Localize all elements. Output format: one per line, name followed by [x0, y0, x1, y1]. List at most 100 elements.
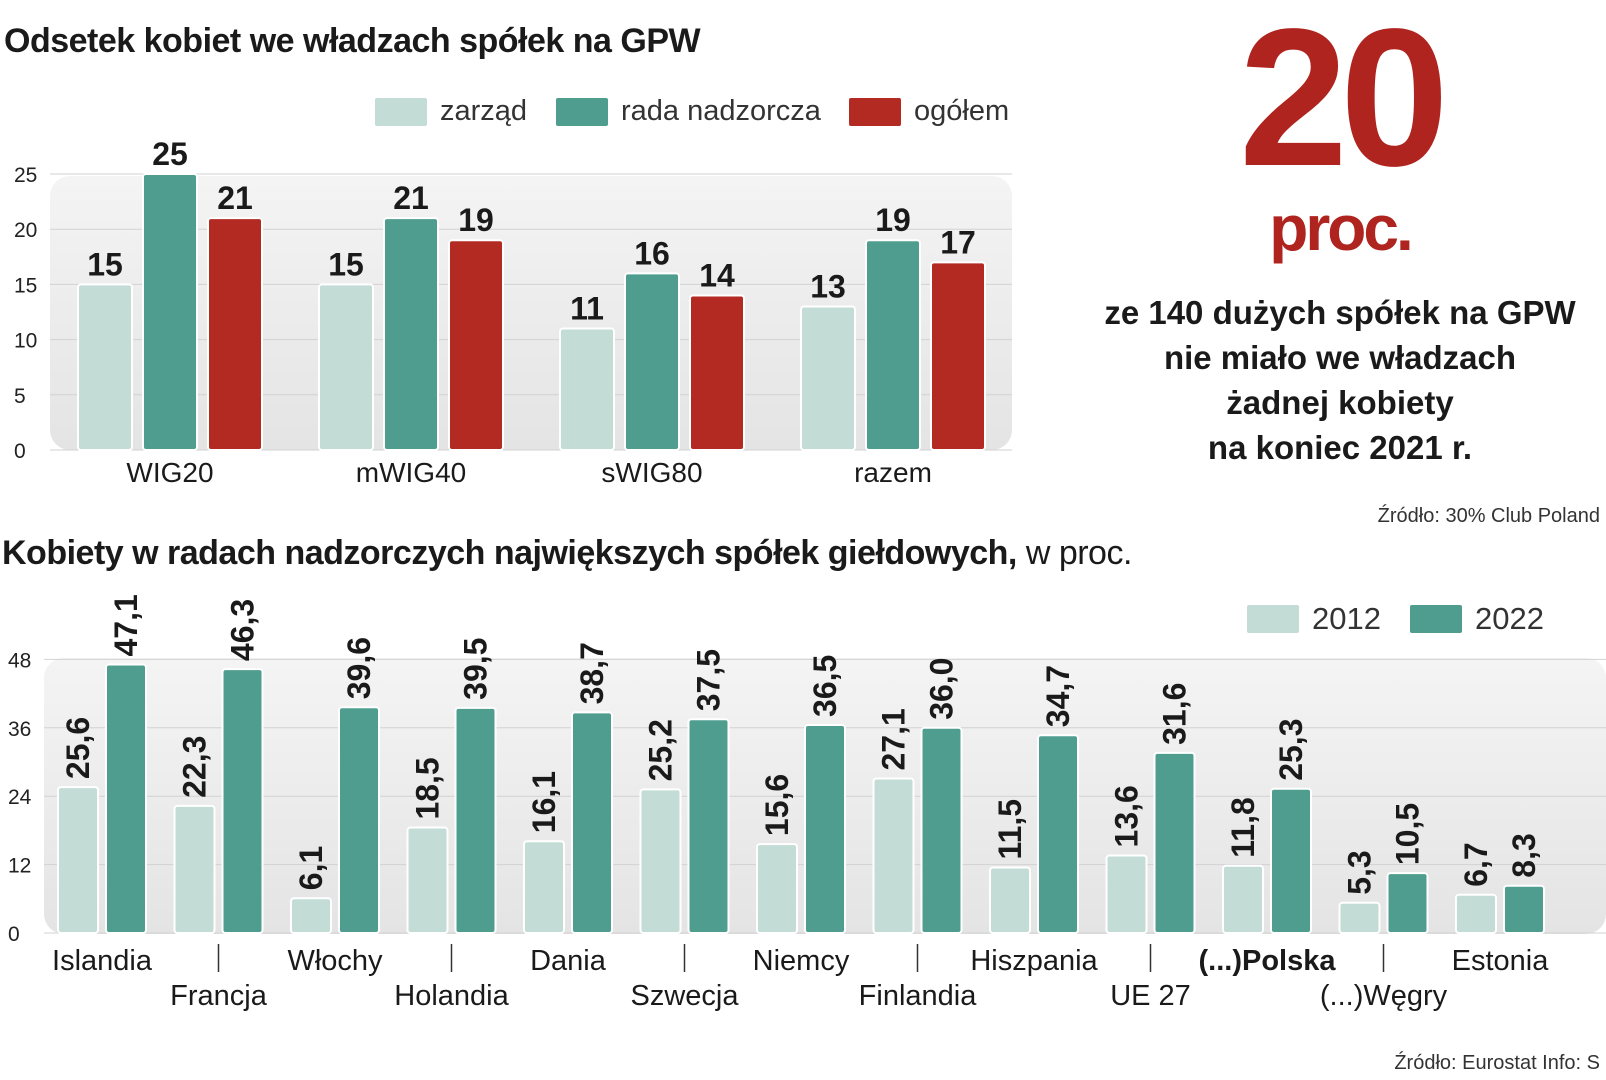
highlight-line: ze 140 dużych spółek na GPW: [1104, 294, 1576, 331]
data-label: 15: [328, 246, 364, 282]
legend-label: 2022: [1475, 601, 1544, 636]
data-label: 38,7: [574, 642, 610, 704]
data-label: 31,6: [1157, 683, 1193, 745]
bar: [865, 239, 921, 451]
bar: [1338, 901, 1381, 934]
bar: [221, 668, 264, 935]
data-label: 27,1: [876, 708, 912, 770]
highlight-number: 20: [1238, 0, 1449, 207]
bar: [1455, 893, 1497, 934]
bar: [406, 826, 449, 934]
data-label: 13: [810, 268, 846, 304]
grid: 0 12 24 36 48: [8, 649, 1606, 946]
bar: [920, 726, 963, 934]
data-label: 11: [570, 291, 604, 327]
source-bottom: Źródło: Eurostat Info: S: [1394, 1052, 1600, 1074]
bar: [804, 723, 846, 935]
x-tick-label: Estonia: [1452, 945, 1550, 977]
data-label: 5,3: [1342, 850, 1378, 894]
data-label: 39,6: [341, 637, 377, 699]
bar: [559, 327, 615, 451]
y-tick-label: 24: [8, 786, 32, 809]
data-label: 14: [699, 257, 735, 293]
data-label: 25: [152, 136, 188, 172]
chart-title-top: Odsetek kobiet we władzach spółek na GPW: [4, 22, 701, 60]
bars: 25,6 47,1 Islandia 22,3 46,3 Francja 6,1 39,6 Wł…: [52, 594, 1549, 1012]
data-label: 16: [634, 235, 670, 271]
data-label: 21: [393, 180, 429, 216]
data-label: 25,3: [1273, 719, 1309, 781]
data-label: 19: [458, 202, 494, 238]
x-tick-label: Szwecja: [631, 980, 740, 1012]
legend-swatch: [1245, 603, 1301, 635]
x-tick-label: Holandia: [394, 980, 509, 1012]
data-label: 21: [217, 180, 253, 216]
x-tick-label: UE 27: [1110, 980, 1191, 1012]
bar: [930, 261, 986, 451]
x-tick-label: Niemcy: [753, 945, 850, 977]
x-tick-label: sWIG80: [601, 457, 702, 488]
legend-label: zarząd: [440, 95, 527, 127]
y-tick-label: 0: [14, 440, 26, 463]
data-label: 13,6: [1109, 785, 1145, 847]
data-label: 11,5: [992, 799, 1028, 860]
highlight-unit: proc.: [1269, 192, 1413, 264]
bar: [1105, 854, 1148, 934]
bar: [454, 706, 497, 934]
data-label: 46,3: [225, 599, 261, 661]
bar: [173, 804, 216, 935]
y-tick-label: 20: [14, 219, 37, 242]
y-tick-label: 25: [14, 164, 37, 187]
highlight-line: na koniec 2021 r.: [1207, 429, 1473, 466]
x-tick-label: (...)Węgry: [1320, 980, 1448, 1012]
data-label: 17: [940, 224, 976, 260]
x-tick-label: Dania: [530, 945, 607, 977]
bar: [1270, 787, 1312, 934]
chart-title-bottom: Kobiety w radach nadzorczych największyc…: [2, 534, 1132, 573]
x-tick-label: Francja: [170, 980, 268, 1012]
y-tick-label: 10: [14, 330, 37, 353]
x-tick-label: Hiszpania: [970, 945, 1098, 977]
data-label: 36,5: [807, 655, 843, 717]
data-label: 16,1: [526, 771, 562, 833]
bar: [105, 663, 147, 935]
data-label: 39,5: [458, 638, 494, 700]
data-label: 18,5: [410, 757, 446, 819]
x-tick-label: Włochy: [287, 945, 383, 977]
bar: [290, 897, 332, 934]
bar: [1386, 872, 1429, 935]
data-label: 22,3: [177, 736, 213, 798]
highlight-line: nie miało we władzach: [1163, 339, 1517, 376]
bar: [687, 718, 730, 934]
x-tick-label: mWIG40: [356, 457, 466, 488]
legend-label: 2012: [1312, 601, 1381, 636]
data-label: 11,8: [1225, 797, 1261, 858]
y-tick-label: 36: [8, 718, 31, 741]
x-tick-label: (...)Polska: [1199, 945, 1337, 977]
x-tick-label: WIG20: [126, 457, 213, 488]
x-tick-label: Finlandia: [859, 980, 978, 1012]
highlight-description: ze 140 dużych spółek na GPW nie miało we…: [1080, 290, 1600, 470]
data-label: 25,6: [60, 717, 96, 779]
data-label: 10,5: [1390, 803, 1426, 865]
legend-swatch: [847, 96, 903, 128]
y-tick-label: 5: [14, 385, 26, 408]
data-label: 47,1: [108, 594, 144, 656]
legend-swatch: [373, 96, 429, 128]
bars: 15 25 21 WIG20 15 21 19 mWIG40 11 16 14 sWIG80 13 19 1…: [77, 136, 986, 488]
data-label: 15: [87, 246, 123, 282]
legend: 2012 2022: [1245, 601, 1544, 636]
title-main: Kobiety w radach nadzorczych największyc…: [2, 534, 1017, 572]
plot-background: [44, 658, 1606, 934]
data-label: 6,7: [1458, 842, 1494, 886]
bar: [142, 173, 198, 451]
highlight-line: żadnej kobiety: [1226, 384, 1454, 421]
bar: [872, 777, 915, 935]
data-label: 8,3: [1506, 833, 1542, 877]
source-top: Źródło: 30% Club Poland: [1377, 505, 1600, 527]
bar: [1037, 734, 1079, 935]
bar: [1153, 751, 1196, 934]
bar: [338, 706, 380, 935]
y-tick-label: 12: [8, 855, 31, 878]
data-label: 34,7: [1040, 665, 1076, 727]
